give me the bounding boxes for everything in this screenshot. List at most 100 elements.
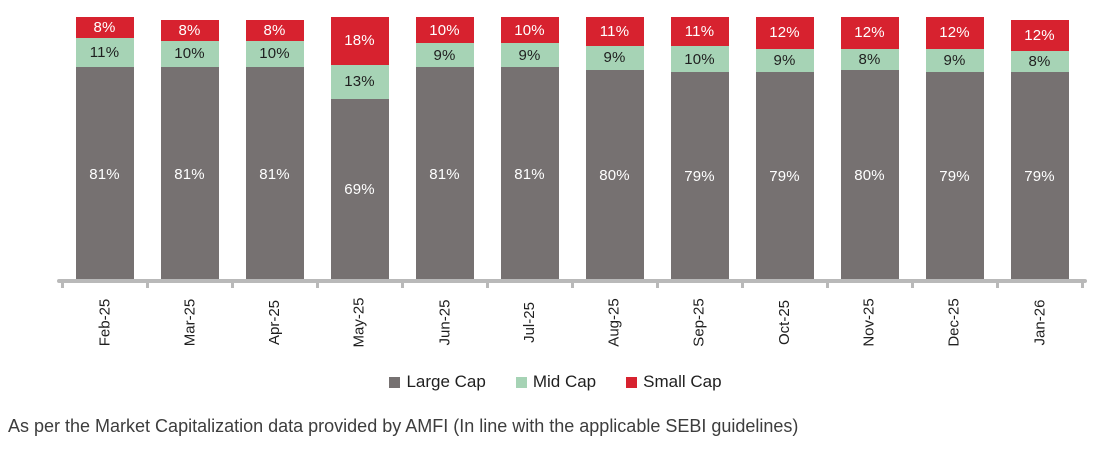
segment-small-cap: 12%: [840, 17, 899, 49]
legend-item-small-cap: Small Cap: [626, 372, 722, 392]
legend-swatch-small-cap: [626, 376, 638, 388]
segment-value-label: 10%: [514, 21, 545, 39]
segment-value-label: 79%: [769, 168, 800, 186]
axis-tick: [231, 282, 234, 288]
x-axis-line: [57, 279, 1087, 288]
stacked-bar-jul-25: 10% 9% 81%: [500, 17, 559, 281]
bar-column-may-25: 18% 13% 69%: [317, 17, 402, 281]
legend-swatch-mid-cap: [515, 376, 527, 388]
segment-small-cap: 8%: [75, 17, 134, 39]
legend-item-large-cap: Large Cap: [389, 372, 486, 392]
segment-small-cap: 11%: [670, 17, 729, 47]
x-axis-label: Feb-25: [96, 298, 113, 346]
segment-mid-cap: 9%: [585, 46, 644, 70]
segment-value-label: 8%: [93, 19, 116, 37]
x-axis-label-cell: Dec-25: [912, 288, 997, 356]
axis-tick: [996, 282, 999, 288]
x-axis-label: May-25: [351, 296, 368, 348]
x-axis-label: Oct-25: [775, 299, 793, 345]
segment-mid-cap: 9%: [415, 43, 474, 68]
segment-value-label: 8%: [178, 21, 201, 39]
segment-large-cap: 79%: [755, 72, 814, 281]
segment-large-cap: 81%: [500, 67, 559, 281]
segment-value-label: 10%: [259, 45, 290, 63]
legend-item-mid-cap: Mid Cap: [515, 372, 596, 392]
segment-large-cap: 69%: [330, 98, 389, 281]
segment-large-cap: 79%: [925, 72, 984, 281]
segment-value-label: 9%: [773, 52, 796, 70]
bar-column-jul-25: 10% 9% 81%: [487, 17, 572, 281]
axis-tick: [61, 282, 64, 288]
x-axis-label-cell: Nov-25: [827, 288, 912, 356]
segment-value-label: 10%: [429, 21, 460, 39]
segment-large-cap: 80%: [585, 69, 644, 281]
segment-value-label: 8%: [1028, 53, 1051, 71]
segment-mid-cap: 9%: [925, 48, 984, 73]
bar-column-dec-25: 12% 9% 79%: [912, 17, 997, 281]
x-axis-label-cell: Jan-26: [997, 288, 1082, 356]
market-cap-stacked-bar-chart: 8% 11% 81% 8% 10% 81% 8% 10% 81% 18% 13% 69% 10% 9% 81…: [0, 0, 1111, 392]
segment-value-label: 80%: [599, 166, 630, 184]
stacked-bar-feb-25: 8% 11% 81%: [75, 17, 134, 281]
segment-value-label: 80%: [854, 166, 885, 184]
footnote: As per the Market Capitalization data pr…: [8, 416, 799, 436]
segment-small-cap: 10%: [500, 17, 559, 44]
legend: Large Cap Mid Cap Small Cap: [0, 372, 1111, 392]
x-axis-label: Nov-25: [860, 297, 878, 347]
segment-small-cap: 12%: [755, 17, 814, 49]
segment-small-cap: 18%: [330, 17, 389, 65]
x-axis-label: Dec-25: [945, 297, 963, 347]
x-axis-label-cell: Jun-25: [402, 288, 487, 356]
x-axis-label: Jul-25: [520, 301, 538, 343]
x-axis-label-cell: Jul-25: [487, 288, 572, 356]
segment-small-cap: 8%: [160, 19, 219, 41]
segment-value-label: 69%: [344, 181, 375, 199]
segment-value-label: 81%: [174, 165, 205, 183]
segment-value-label: 13%: [344, 73, 375, 91]
legend-label: Small Cap: [643, 372, 722, 391]
x-axis-label: Jun-25: [436, 299, 453, 345]
stacked-bar-apr-25: 8% 10% 81%: [245, 19, 304, 281]
axis-tick: [656, 282, 659, 288]
x-axis-label: Aug-25: [606, 297, 623, 347]
bar-column-nov-25: 12% 8% 80%: [827, 17, 912, 281]
segment-value-label: 79%: [1024, 168, 1055, 186]
x-axis-label-cell: Oct-25: [742, 288, 827, 356]
segment-small-cap: 10%: [415, 17, 474, 44]
x-axis-label-cell: May-25: [317, 288, 402, 356]
axis-tick: [826, 282, 829, 288]
segment-value-label: 11%: [599, 23, 630, 41]
bar-column-oct-25: 12% 9% 79%: [742, 17, 827, 281]
segment-small-cap: 11%: [585, 17, 644, 47]
segment-value-label: 8%: [263, 21, 286, 39]
legend-label: Large Cap: [406, 372, 486, 391]
segment-value-label: 12%: [1024, 27, 1055, 44]
segment-value-label: 12%: [854, 24, 885, 42]
segment-value-label: 11%: [684, 23, 715, 41]
segment-value-label: 10%: [684, 50, 715, 68]
bar-column-jun-25: 10% 9% 81%: [402, 17, 487, 281]
segment-value-label: 12%: [769, 24, 800, 42]
bar-column-apr-25: 8% 10% 81%: [232, 19, 317, 281]
segment-value-label: 18%: [344, 32, 375, 50]
bar-column-jan-26: 12% 8% 79%: [997, 19, 1082, 281]
segment-large-cap: 79%: [670, 72, 729, 281]
x-axis-label-cell: Feb-25: [62, 288, 147, 356]
legend-swatch-large-cap: [389, 376, 401, 388]
segment-value-label: 11%: [89, 44, 120, 62]
segment-mid-cap: 9%: [500, 43, 559, 68]
x-axis-label: Apr-25: [266, 299, 283, 345]
stacked-bar-nov-25: 12% 8% 80%: [840, 17, 899, 281]
segment-value-label: 8%: [858, 50, 881, 68]
stacked-bar-oct-25: 12% 9% 79%: [755, 17, 814, 281]
x-axis-label-cell: Mar-25: [147, 288, 232, 356]
bar-column-sep-25: 11% 10% 79%: [657, 17, 742, 281]
x-axis-label-cell: Aug-25: [572, 288, 657, 356]
axis-tick: [571, 282, 574, 288]
segment-value-label: 10%: [174, 45, 205, 63]
segment-large-cap: 81%: [160, 67, 219, 281]
segment-value-label: 81%: [429, 165, 460, 183]
segment-small-cap: 12%: [925, 17, 984, 49]
segment-mid-cap: 8%: [840, 48, 899, 70]
plot-area: 8% 11% 81% 8% 10% 81% 8% 10% 81% 18% 13% 69% 10% 9% 81…: [62, 0, 1082, 281]
